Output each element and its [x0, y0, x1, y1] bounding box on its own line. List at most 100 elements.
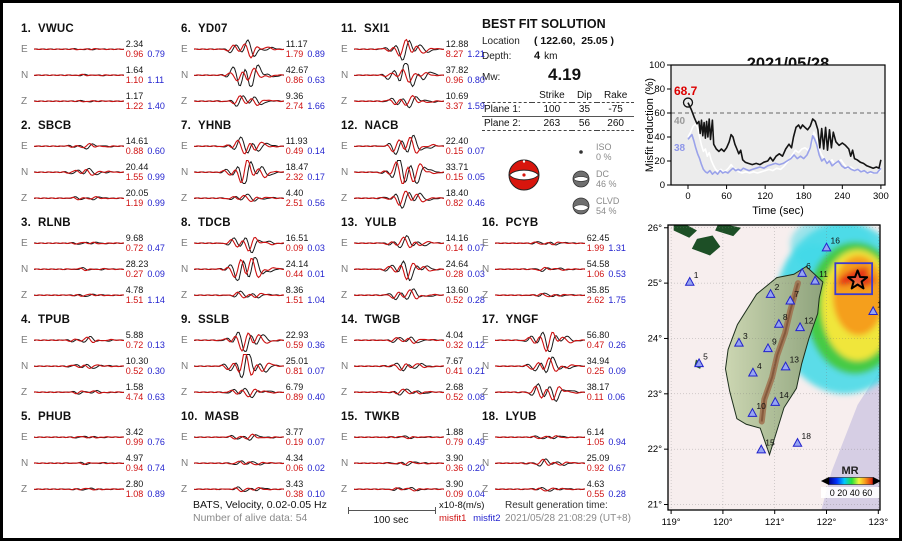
station-marker-3 — [733, 337, 745, 347]
component-row: Z 9.36 2.74 1.66 — [181, 88, 337, 114]
trace-numbers: 4.97 0.94 0.74 — [126, 453, 177, 473]
station-marker-label: 4 — [757, 361, 762, 371]
time-scalebar — [348, 507, 436, 514]
misfit2-value: 0.20 — [467, 463, 485, 473]
iso-percent: 0 % — [596, 152, 612, 162]
y-tick-label: 0 — [660, 180, 665, 191]
misfit-values: 1.51 1.14 — [126, 295, 177, 305]
latitude-label: 21° — [648, 500, 663, 511]
component-label: E — [181, 43, 188, 55]
amplitude-value: 3.90 — [445, 479, 464, 489]
waveform-trace — [193, 353, 284, 379]
misfit-values: 0.32 0.12 — [446, 340, 497, 350]
misfit2-value: 0.07 — [467, 243, 485, 253]
station-title: 18. LYUB — [482, 411, 638, 423]
component-label: N — [341, 263, 349, 275]
waveform-trace — [33, 435, 124, 439]
component-row: E 5.88 0.72 0.13 — [21, 327, 177, 353]
amplitude-value: 42.67 — [285, 65, 309, 75]
synthetic-trace — [33, 100, 124, 103]
misfit-values: 0.88 0.60 — [126, 146, 177, 156]
synthetic-trace — [33, 47, 124, 51]
amplitude-value: 4.78 — [125, 285, 144, 295]
latitude-label: 26° — [648, 223, 663, 234]
station-marker-label: 2 — [775, 282, 780, 292]
trace-numbers: 4.34 0.06 0.02 — [286, 453, 337, 473]
waveform-trace — [33, 293, 124, 297]
misfit2-value: 0.17 — [307, 172, 325, 182]
start-value-marker — [682, 97, 694, 108]
amplitude-value: 6.79 — [285, 382, 304, 392]
trace-numbers: 22.40 0.15 0.07 — [446, 136, 497, 156]
station-block-twgb: 14. TWGB E 4.04 0.32 0.12 N 7.67 0.41 0.21 Z 2.68 0.… — [341, 314, 497, 409]
observed-trace — [494, 331, 585, 352]
synthetic-trace — [353, 337, 444, 345]
misfit-values: 0.19 0.07 — [286, 437, 337, 447]
station-number: 10. — [181, 411, 198, 423]
waveform-trace — [33, 99, 124, 103]
clvd-percent: 54 % — [596, 206, 617, 216]
component-label: E — [341, 334, 348, 346]
component-label: N — [341, 360, 349, 372]
component-row: Z 13.60 0.52 0.28 — [341, 282, 497, 308]
component-label: Z — [482, 289, 489, 301]
synthetic-trace — [353, 436, 444, 440]
component-row: E 62.45 1.99 1.31 — [482, 230, 638, 256]
component-label: N — [21, 263, 29, 275]
station-title: 5. PHUB — [21, 411, 177, 423]
misfit-values: 1.08 0.89 — [126, 489, 177, 499]
misfit-values: 0.09 0.04 — [446, 489, 497, 499]
component-label: Z — [21, 192, 28, 204]
x-axis-label: Time (sec) — [752, 205, 804, 217]
component-row: E 14.16 0.14 0.07 — [341, 230, 497, 256]
amplitude-value: 25.09 — [586, 453, 610, 463]
synthetic-trace — [193, 433, 284, 440]
synthetic-trace — [494, 435, 585, 440]
waveform-trace — [193, 387, 284, 399]
misfit2-value: 0.67 — [608, 463, 626, 473]
amplitude-value: 22.93 — [285, 330, 309, 340]
component-row: E 16.51 0.09 0.03 — [181, 230, 337, 256]
station-marker-label: 7 — [794, 289, 799, 299]
waveform-trace — [193, 433, 284, 441]
station-marker-label: 9 — [772, 336, 777, 346]
misfit-reduction-chart: 0 60 120 180 240 300 0 20 40 60 80 100 Time (sec) Mis… — [644, 60, 889, 217]
trace-numbers: 6.79 0.89 0.40 — [286, 382, 337, 402]
plane2-label: Plane 2: — [482, 116, 532, 131]
misfit-values: 0.55 0.28 — [587, 489, 638, 499]
station-number: 17. — [482, 314, 499, 326]
component-label: E — [181, 431, 188, 443]
station-marker-label: 12 — [804, 315, 814, 325]
station-block-pcyb: 16. PCYB E 62.45 1.99 1.31 N 54.58 1.06 0.53 Z 35.8… — [482, 217, 638, 312]
waveform-trace — [353, 362, 444, 372]
station-code: YNGF — [505, 314, 539, 326]
misfit2-value: 0.13 — [147, 340, 165, 350]
station-code: PHUB — [38, 411, 72, 423]
station-title: 9. SSLB — [181, 314, 337, 326]
component-label: N — [181, 360, 189, 372]
component-row: N 1.64 1.10 1.11 — [21, 62, 177, 88]
amplitude-value: 3.90 — [445, 453, 464, 463]
station-block-nacb: 12. NACB E 22.40 0.15 0.07 N 33.71 0.15 0.05 Z 18.4… — [341, 120, 497, 215]
scalebar-line — [349, 510, 435, 511]
station-code: VWUC — [38, 23, 74, 35]
misfit-values: 0.92 0.67 — [587, 463, 638, 473]
synthetic-trace — [494, 331, 585, 353]
misfit2-value: 0.30 — [147, 366, 165, 376]
misfit2-value: 0.47 — [147, 243, 165, 253]
station-code: YULB — [364, 217, 397, 229]
station-marker-14 — [770, 396, 781, 406]
component-row: E 6.14 1.05 0.94 — [482, 424, 638, 450]
misfit-values: 0.52 0.30 — [126, 366, 177, 376]
amplitude-value: 24.14 — [285, 259, 309, 269]
station-title: 3. RLNB — [21, 217, 177, 229]
component-row: Z 4.40 2.51 0.56 — [181, 185, 337, 211]
misfit-values: 1.55 0.99 — [126, 172, 177, 182]
station-marker-18 — [792, 437, 803, 447]
station-number: 6. — [181, 23, 191, 35]
trace-numbers: 9.68 0.72 0.47 — [126, 233, 177, 253]
heatmap-blob — [854, 275, 875, 288]
misfit2-value: 0.80 — [467, 75, 485, 85]
clvd-item: CLVD 54 % — [570, 195, 619, 217]
misfit-values: 0.49 0.14 — [286, 146, 337, 156]
